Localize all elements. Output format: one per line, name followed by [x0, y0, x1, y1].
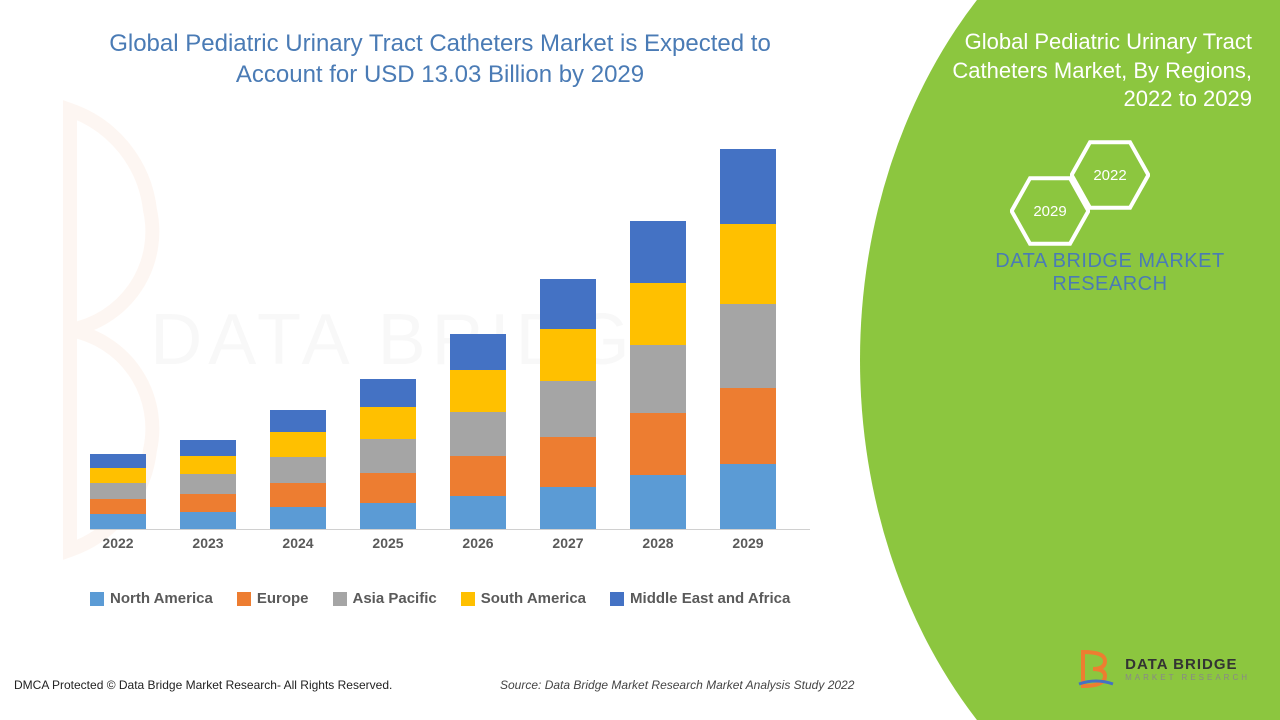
bar-seg	[630, 475, 686, 529]
x-label: 2023	[180, 535, 236, 551]
x-label: 2025	[360, 535, 416, 551]
chart-legend: North America Europe Asia Pacific South Ame…	[90, 590, 830, 607]
infographic-root: DATA BRIDGE Global Pediatric Urinary Tra…	[0, 0, 1280, 720]
bar-seg	[180, 456, 236, 474]
logo-name-top: DATA BRIDGE	[1125, 656, 1250, 673]
bar-seg	[90, 499, 146, 514]
legend-item: Middle East and Africa	[610, 590, 790, 607]
brand-text: DATA BRIDGE MARKET RESEARCH	[980, 250, 1240, 296]
bar-seg	[360, 439, 416, 473]
bar-2027	[540, 279, 596, 529]
bar-seg	[90, 483, 146, 499]
bar-seg	[540, 437, 596, 487]
bar-2029	[720, 149, 776, 529]
legend-swatch	[333, 592, 347, 606]
bar-seg	[360, 473, 416, 503]
chart-plot	[90, 130, 810, 530]
legend-item: South America	[461, 590, 586, 607]
bar-seg	[270, 457, 326, 483]
bar-seg	[540, 279, 596, 329]
bar-seg	[720, 149, 776, 224]
x-label: 2028	[630, 535, 686, 551]
dmca-text: DMCA Protected © Data Bridge Market Rese…	[14, 678, 392, 692]
bar-seg	[360, 379, 416, 407]
hexagon-label-front: 2029	[1033, 203, 1066, 220]
bar-seg	[180, 494, 236, 512]
legend-item: Europe	[237, 590, 309, 607]
chart-area: 2022 2023 2024 2025 2026 2027 2028 2029	[90, 130, 810, 550]
bar-seg	[450, 370, 506, 412]
legend-swatch	[610, 592, 624, 606]
chart-title: Global Pediatric Urinary Tract Catheters…	[90, 28, 790, 90]
logo-text: DATA BRIDGE MARKET RESEARCH	[1125, 656, 1250, 682]
bar-seg	[90, 468, 146, 483]
legend-label: North America	[110, 590, 213, 607]
x-label: 2029	[720, 535, 776, 551]
legend-label: South America	[481, 590, 586, 607]
bar-2026	[450, 334, 506, 529]
right-title: Global Pediatric Urinary Tract Catheters…	[932, 28, 1252, 114]
bar-seg	[630, 283, 686, 345]
x-label: 2024	[270, 535, 326, 551]
right-panel: Global Pediatric Urinary Tract Catheters…	[860, 0, 1280, 720]
hexagon-group: 2022 2029	[1000, 140, 1180, 260]
bar-seg	[360, 407, 416, 439]
bar-2023	[180, 440, 236, 529]
source-text: Source: Data Bridge Market Research Mark…	[500, 678, 854, 692]
bar-seg	[540, 381, 596, 437]
bar-seg	[270, 410, 326, 432]
bar-2022	[90, 454, 146, 529]
x-axis-labels: 2022 2023 2024 2025 2026 2027 2028 2029	[90, 535, 810, 555]
logo-name-bottom: MARKET RESEARCH	[1125, 673, 1250, 682]
bar-2028	[630, 221, 686, 529]
bar-2025	[360, 379, 416, 529]
bar-seg	[630, 413, 686, 475]
x-label: 2022	[90, 535, 146, 551]
bar-seg	[630, 345, 686, 413]
bar-seg	[180, 474, 236, 494]
legend-label: Europe	[257, 590, 309, 607]
bar-seg	[720, 464, 776, 529]
bar-seg	[450, 496, 506, 529]
bar-seg	[270, 432, 326, 457]
x-label: 2026	[450, 535, 506, 551]
legend-item: Asia Pacific	[333, 590, 437, 607]
legend-swatch	[90, 592, 104, 606]
bar-2024	[270, 410, 326, 529]
left-panel: DATA BRIDGE Global Pediatric Urinary Tra…	[0, 0, 860, 720]
bar-seg	[180, 440, 236, 456]
bar-seg	[360, 503, 416, 529]
legend-label: Middle East and Africa	[630, 590, 790, 607]
bar-seg	[90, 514, 146, 529]
bar-seg	[270, 483, 326, 507]
bar-seg	[270, 507, 326, 529]
legend-label: Asia Pacific	[353, 590, 437, 607]
logo-icon	[1075, 648, 1117, 690]
bar-seg	[450, 456, 506, 496]
hexagon-2029: 2029	[1010, 176, 1090, 246]
bar-seg	[450, 412, 506, 456]
bar-seg	[180, 512, 236, 529]
hexagon-label-back: 2022	[1093, 167, 1126, 184]
bar-seg	[720, 224, 776, 304]
legend-swatch	[461, 592, 475, 606]
bar-seg	[90, 454, 146, 468]
legend-swatch	[237, 592, 251, 606]
logo: DATA BRIDGE MARKET RESEARCH	[1075, 648, 1250, 690]
legend-item: North America	[90, 590, 213, 607]
bar-seg	[720, 304, 776, 388]
bar-seg	[450, 334, 506, 370]
x-label: 2027	[540, 535, 596, 551]
bar-seg	[540, 329, 596, 381]
bar-seg	[540, 487, 596, 529]
bar-seg	[630, 221, 686, 283]
bar-seg	[720, 388, 776, 464]
